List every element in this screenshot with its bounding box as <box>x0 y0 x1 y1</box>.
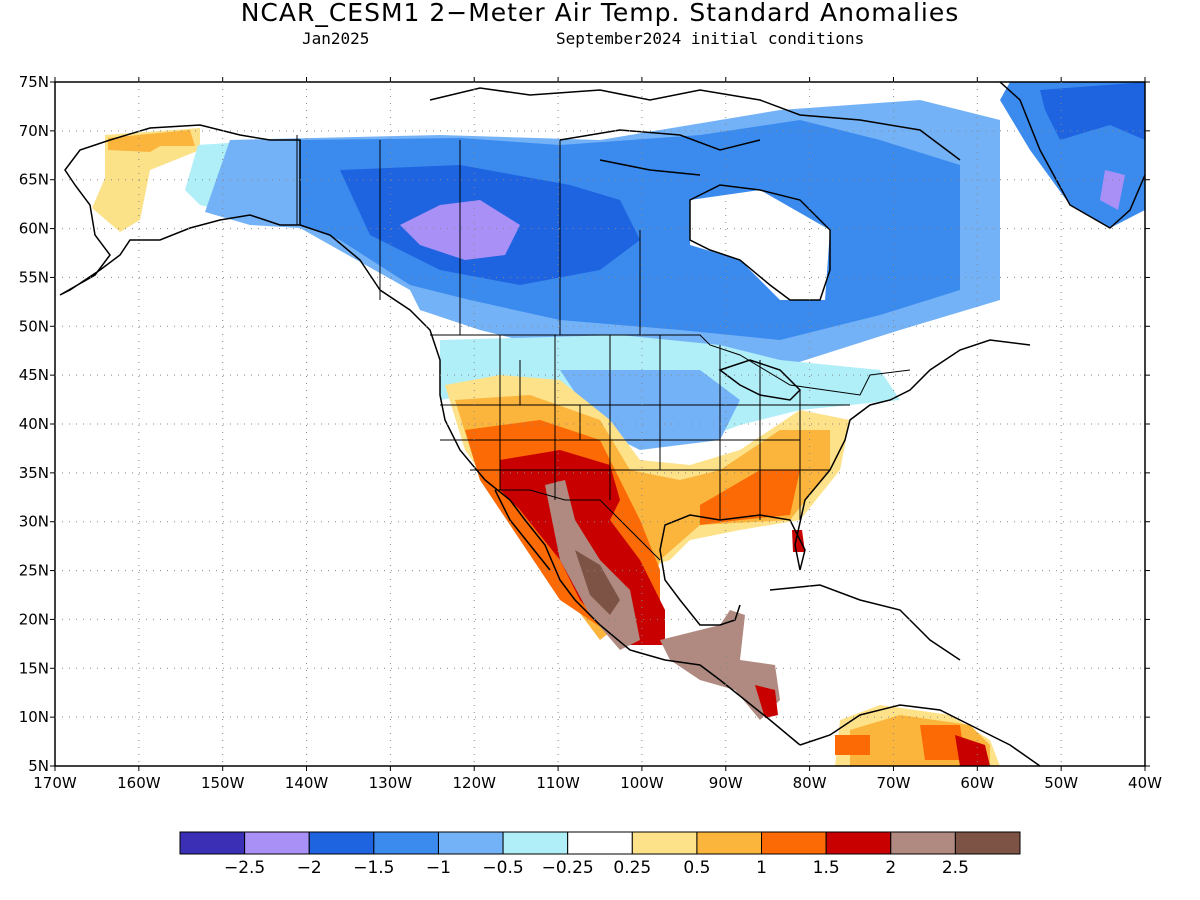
colorbar <box>179 831 1021 855</box>
colorbar-label: −2.5 <box>224 858 265 878</box>
west-coastline <box>299 224 801 746</box>
lat-label: 10N <box>19 708 49 726</box>
colorbar-label: −1.5 <box>353 858 394 878</box>
greenland-coast <box>999 82 1145 229</box>
colorbar-label: −2 <box>297 858 322 878</box>
borders-layer <box>296 135 911 561</box>
lon-label: 60W <box>960 774 994 792</box>
lon-label: 120W <box>452 774 496 792</box>
colorbar-swatch <box>373 831 439 855</box>
colorbar-label: −1 <box>426 858 451 878</box>
colorbar-label: 2 <box>885 858 896 878</box>
colorbar-labels: −2.5 −2 −1.5 −1 −0.5 −0.25 0.25 0.5 1 1.5 2 2.5 <box>224 858 969 878</box>
lon-label: 50W <box>1044 774 1078 792</box>
greenland-purple <box>1100 170 1125 210</box>
colorbar-swatch <box>696 831 763 855</box>
venezuela-deeporange <box>835 725 965 760</box>
us-mexico-border <box>495 489 661 561</box>
lat-label: 55N <box>19 268 49 286</box>
lon-label: 150W <box>201 774 245 792</box>
colorbar-label: 1 <box>756 858 767 878</box>
lon-label: 170W <box>33 774 77 792</box>
colorbar-label: 0.25 <box>613 858 651 878</box>
colorbar-swatch <box>954 831 1021 855</box>
alaska-coastline <box>59 124 301 296</box>
mexico-baja <box>494 489 551 571</box>
lon-label: 160W <box>117 774 161 792</box>
lon-label: 80W <box>793 774 827 792</box>
colorbar-swatch <box>308 831 375 855</box>
colorbar-label: −0.25 <box>542 858 594 878</box>
colorbar-label: 2.5 <box>942 858 969 878</box>
coastline-layer <box>59 82 1145 766</box>
caribbean-islands <box>769 584 961 661</box>
lat-label: 20N <box>19 610 49 628</box>
lat-label: 5N <box>28 757 49 775</box>
arctic-islands <box>429 87 961 176</box>
colorbar-swatch <box>502 831 569 855</box>
lon-label: 100W <box>620 774 664 792</box>
colorbar-swatch <box>761 831 827 855</box>
greenland-deep <box>1040 82 1145 140</box>
colorbar-swatch <box>567 831 633 855</box>
chart-title: NCAR_CESM1 2−Meter Air Temp. Standard An… <box>240 0 960 27</box>
colorbar-swatch <box>631 831 698 855</box>
central-america-brown <box>660 610 780 720</box>
alaska-orange-spots <box>108 130 195 152</box>
lat-label: 60N <box>19 220 49 238</box>
lat-label: 50N <box>19 317 49 335</box>
lon-label: 140W <box>285 774 329 792</box>
lat-label: 25N <box>19 562 49 580</box>
central-america-red <box>755 685 778 718</box>
latitude-labels: 75N 70N 65N 60N 55N 50N 45N 40N 35N 30N 25N 20N 15N 1… <box>19 73 49 775</box>
hudson-white <box>690 190 830 300</box>
lat-label: 15N <box>19 659 49 677</box>
lat-label: 75N <box>19 73 49 91</box>
florida-red <box>792 530 805 552</box>
lon-label: 40W <box>1128 774 1162 792</box>
lat-label: 45N <box>19 366 49 384</box>
mexico-darkbrown <box>575 550 620 615</box>
lon-label: 110W <box>536 774 580 792</box>
colorbar-label: −0.5 <box>482 858 523 878</box>
south-america-coast <box>799 704 1041 766</box>
venezuela-red <box>955 735 990 766</box>
lat-label: 30N <box>19 513 49 531</box>
us-canada-border <box>430 334 911 396</box>
initial-conditions: September2024 initial conditions <box>556 29 865 48</box>
anomaly-fill-layer <box>92 82 1145 766</box>
lat-label: 65N <box>19 171 49 189</box>
colorbar-label: 1.5 <box>813 858 840 878</box>
longitude-labels: 170W 160W 150W 140W 130W 120W 110W 100W 90W 80W 70… <box>33 774 1162 792</box>
colorbar-label: 0.5 <box>683 858 710 878</box>
colorbar-swatch <box>179 831 246 855</box>
axis-ticks <box>50 77 1150 771</box>
colorbar-swatch <box>244 831 310 855</box>
lon-label: 130W <box>369 774 413 792</box>
lat-label: 35N <box>19 464 49 482</box>
valid-month: Jan2025 <box>302 29 370 48</box>
us-state-lines <box>440 335 850 520</box>
canada-provinces <box>379 140 641 335</box>
lat-label: 40N <box>19 415 49 433</box>
southeast-orange <box>700 470 800 525</box>
lon-label: 70W <box>877 774 911 792</box>
lon-label: 90W <box>709 774 743 792</box>
colorbar-swatch <box>825 831 892 855</box>
lat-label: 70N <box>19 122 49 140</box>
great-lakes <box>718 359 802 401</box>
gulf-coastline <box>659 339 1031 626</box>
colorbar-swatch <box>437 831 504 855</box>
colorbar-swatch <box>890 831 956 855</box>
hudson-bay <box>689 184 831 301</box>
